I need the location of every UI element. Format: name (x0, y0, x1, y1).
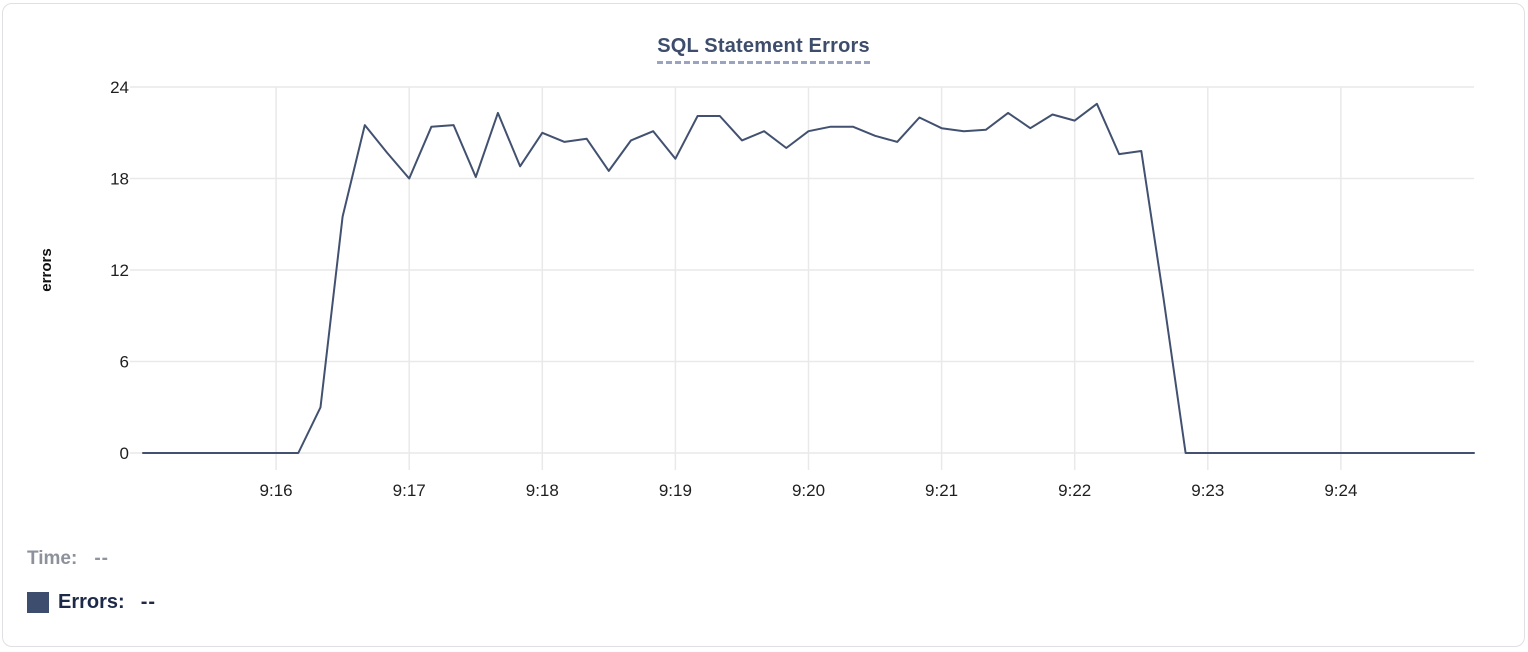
chart-card: SQL Statement Errors 0 6 12 18 24 9:16 9:17 9:1… (2, 3, 1525, 647)
x-tick-label: 9:17 (393, 481, 426, 500)
tooltip-time-label: Time: (27, 548, 78, 569)
errors-series-swatch-icon (27, 592, 49, 613)
chart-title-link[interactable]: SQL Statement Errors (657, 35, 870, 64)
x-tick-label: 9:20 (792, 481, 825, 500)
chart-header: SQL Statement Errors (3, 35, 1524, 64)
tooltip-time-value: -- (94, 548, 109, 569)
y-tick-label: 0 (120, 444, 129, 463)
x-tick-label: 9:22 (1058, 481, 1091, 500)
y-tick-label: 18 (110, 170, 129, 189)
x-tick-label: 9:21 (925, 481, 958, 500)
sql-errors-line-chart[interactable]: 0 6 12 18 24 9:16 9:17 9:18 9:19 9:20 9:21 9:22 9:23… (3, 4, 1525, 516)
tooltip-time-row: Time: -- (27, 548, 109, 570)
x-tick-label: 9:18 (526, 481, 559, 500)
y-tick-label: 24 (110, 78, 129, 97)
y-axis-title: errors (38, 248, 55, 291)
y-tick-label: 6 (120, 353, 129, 372)
x-tick-label: 9:16 (260, 481, 293, 500)
errors-series-line (142, 102, 1475, 454)
x-tick-label: 9:23 (1191, 481, 1224, 500)
tooltip-errors-label: Errors: (58, 591, 125, 613)
tooltip-errors-row: Errors: -- (27, 591, 156, 614)
x-tick-label: 9:24 (1324, 481, 1357, 500)
x-tick-label: 9:19 (659, 481, 692, 500)
tooltip-errors-value: -- (140, 591, 157, 613)
y-tick-label: 12 (110, 261, 129, 280)
